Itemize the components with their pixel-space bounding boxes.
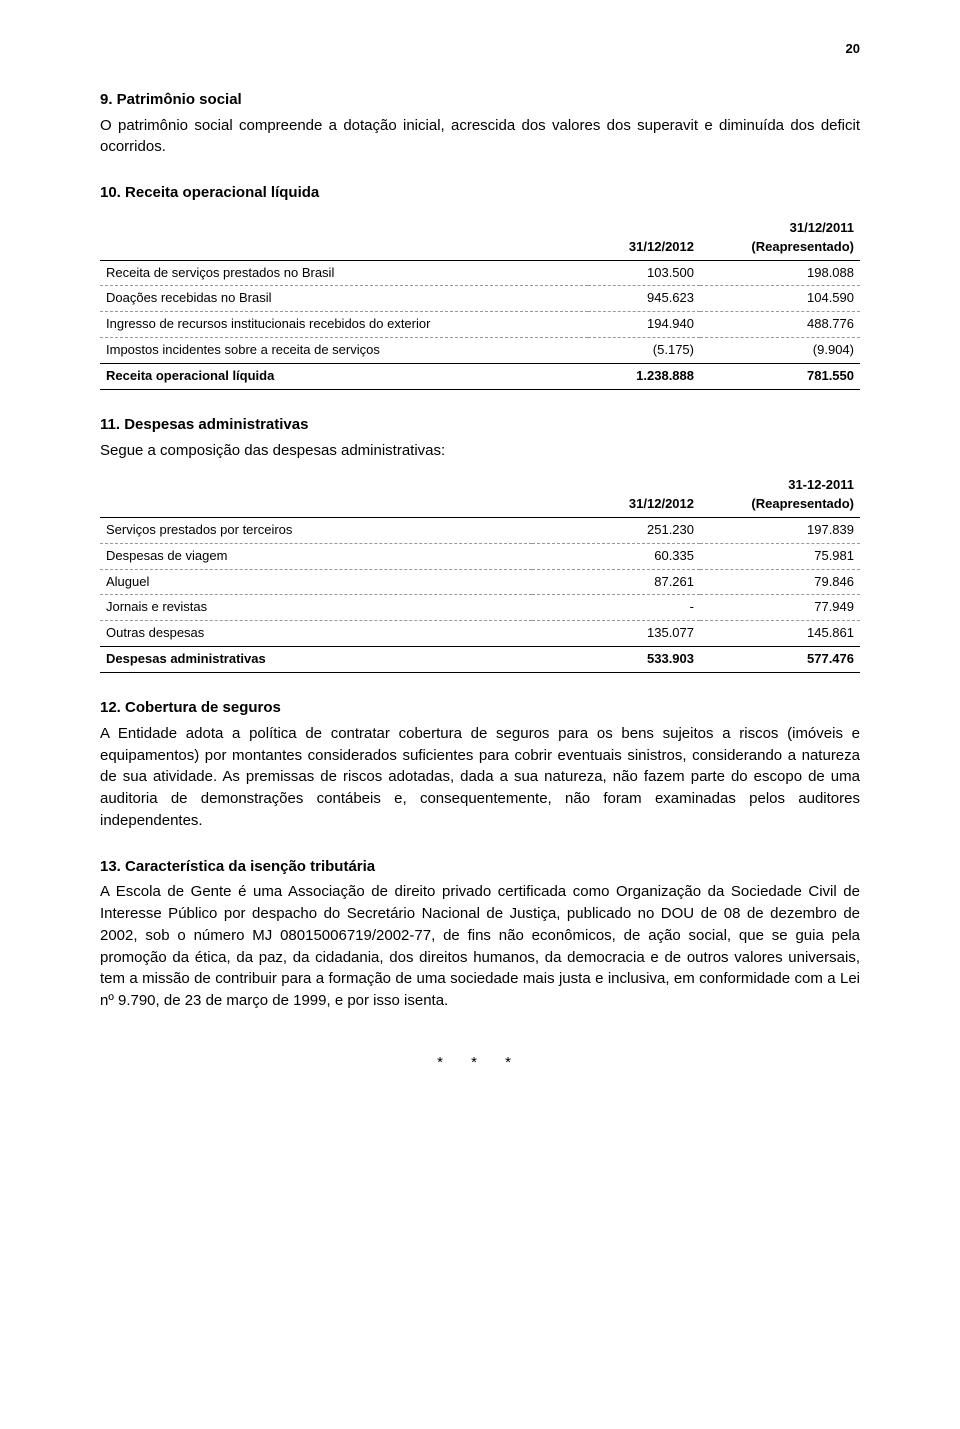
table-row: Outras despesas 135.077 145.861 <box>100 621 860 647</box>
cell-label: Impostos incidentes sobre a receita de s… <box>100 338 588 364</box>
table-receita-operacional: 31/12/2012 31/12/2011 (Reapresentado) Re… <box>100 216 860 390</box>
cell-val: 75.981 <box>700 543 860 569</box>
cell-val: 104.590 <box>700 286 860 312</box>
cell-total-val: 1.238.888 <box>588 363 700 389</box>
footer-separator: * * * <box>100 1052 860 1074</box>
cell-val: 945.623 <box>588 286 700 312</box>
cell-label: Outras despesas <box>100 621 532 647</box>
cell-val: 145.861 <box>700 621 860 647</box>
col-blank <box>100 473 532 517</box>
cell-label: Jornais e revistas <box>100 595 532 621</box>
section-13-heading: 13. Característica da isenção tributária <box>100 856 860 878</box>
cell-label: Serviços prestados por terceiros <box>100 517 532 543</box>
table-row: Serviços prestados por terceiros 251.230… <box>100 517 860 543</box>
cell-val: (9.904) <box>700 338 860 364</box>
col-2012: 31/12/2012 <box>588 216 700 260</box>
cell-val: 87.261 <box>532 569 700 595</box>
section-10-heading: 10. Receita operacional líquida <box>100 182 860 204</box>
cell-val: 251.230 <box>532 517 700 543</box>
cell-total-val: 577.476 <box>700 647 860 673</box>
section-11-intro: Segue a composição das despesas administ… <box>100 440 860 462</box>
col-blank <box>100 216 588 260</box>
table-total-row: Receita operacional líquida 1.238.888 78… <box>100 363 860 389</box>
cell-label: Doações recebidas no Brasil <box>100 286 588 312</box>
cell-val: 198.088 <box>700 260 860 286</box>
cell-val: 77.949 <box>700 595 860 621</box>
col-2011: 31-12-2011 (Reapresentado) <box>700 473 860 517</box>
table-despesas-administrativas: 31/12/2012 31-12-2011 (Reapresentado) Se… <box>100 473 860 673</box>
cell-total-val: 781.550 <box>700 363 860 389</box>
cell-val: - <box>532 595 700 621</box>
cell-val: 488.776 <box>700 312 860 338</box>
table-row: Despesas de viagem 60.335 75.981 <box>100 543 860 569</box>
table-row: Doações recebidas no Brasil 945.623 104.… <box>100 286 860 312</box>
table-row: Impostos incidentes sobre a receita de s… <box>100 338 860 364</box>
section-12-heading: 12. Cobertura de seguros <box>100 697 860 719</box>
page-number: 20 <box>100 40 860 59</box>
cell-val: 197.839 <box>700 517 860 543</box>
cell-val: 194.940 <box>588 312 700 338</box>
cell-val: 103.500 <box>588 260 700 286</box>
cell-total-label: Receita operacional líquida <box>100 363 588 389</box>
cell-val: 79.846 <box>700 569 860 595</box>
table-row: Jornais e revistas - 77.949 <box>100 595 860 621</box>
table-row: Receita de serviços prestados no Brasil … <box>100 260 860 286</box>
cell-val: 60.335 <box>532 543 700 569</box>
table-row: Aluguel 87.261 79.846 <box>100 569 860 595</box>
cell-label: Despesas de viagem <box>100 543 532 569</box>
cell-val: 135.077 <box>532 621 700 647</box>
cell-label: Ingresso de recursos institucionais rece… <box>100 312 588 338</box>
col-2012: 31/12/2012 <box>532 473 700 517</box>
section-13-paragraph: A Escola de Gente é uma Associação de di… <box>100 881 860 1012</box>
cell-label: Receita de serviços prestados no Brasil <box>100 260 588 286</box>
cell-total-label: Despesas administrativas <box>100 647 532 673</box>
section-9-heading: 9. Patrimônio social <box>100 89 860 111</box>
table-total-row: Despesas administrativas 533.903 577.476 <box>100 647 860 673</box>
section-9-paragraph: O patrimônio social compreende a dotação… <box>100 115 860 159</box>
section-11-heading: 11. Despesas administrativas <box>100 414 860 436</box>
table-row: Ingresso de recursos institucionais rece… <box>100 312 860 338</box>
cell-val: (5.175) <box>588 338 700 364</box>
col-2011: 31/12/2011 (Reapresentado) <box>700 216 860 260</box>
section-12-paragraph: A Entidade adota a política de contratar… <box>100 723 860 832</box>
cell-total-val: 533.903 <box>532 647 700 673</box>
cell-label: Aluguel <box>100 569 532 595</box>
